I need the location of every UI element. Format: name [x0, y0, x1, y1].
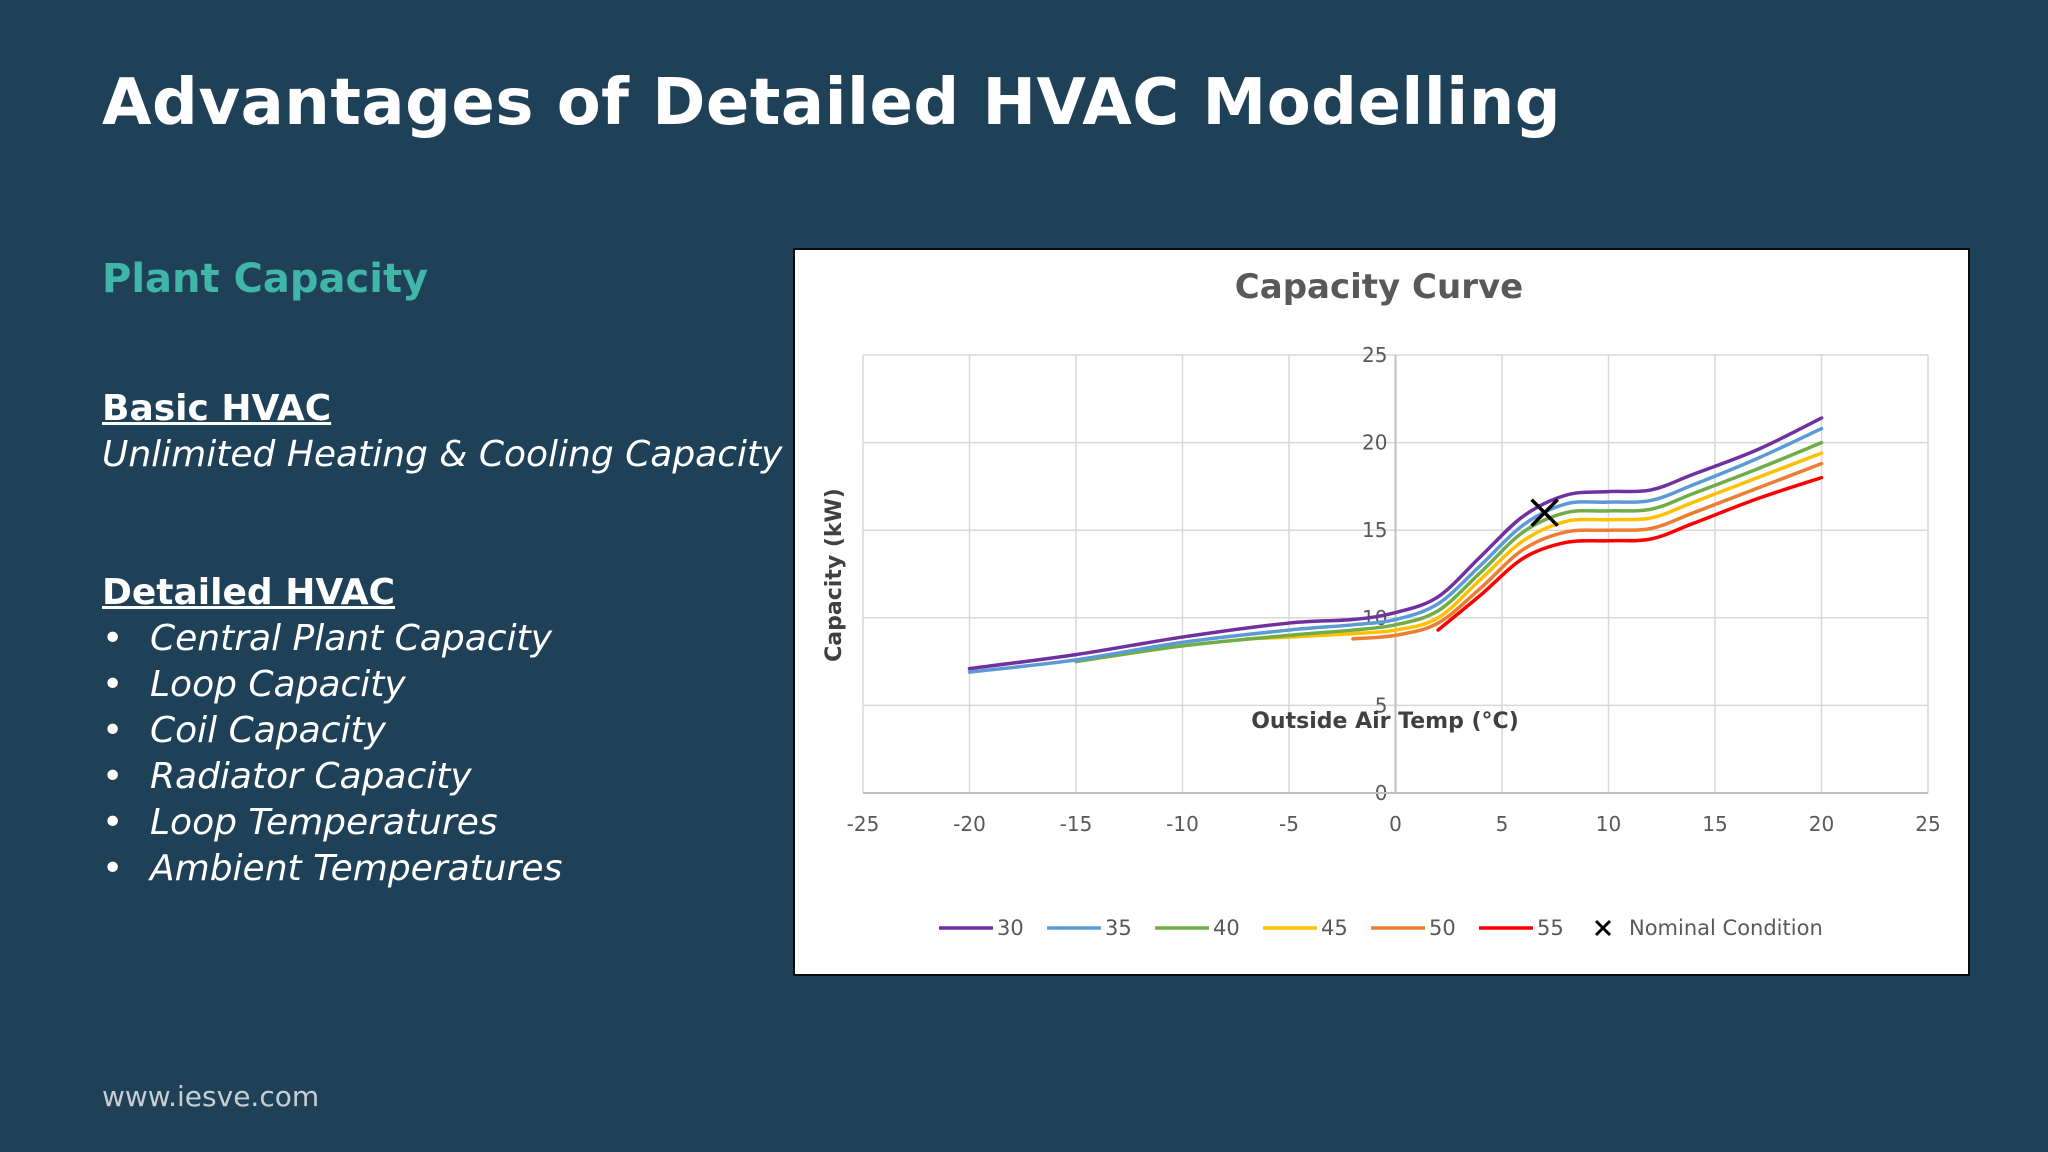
legend-item: 50: [1371, 916, 1456, 940]
legend-label: 45: [1321, 916, 1348, 940]
basic-hvac-description: Unlimited Heating & Cooling Capacity: [102, 432, 782, 478]
x-tick-label: -25: [847, 812, 880, 836]
series-line-40: [1076, 443, 1822, 662]
legend-item: 30: [939, 916, 1024, 940]
x-tick-label: 0: [1389, 812, 1402, 836]
x-tick-label: 5: [1496, 812, 1509, 836]
x-tick-label: -10: [1166, 812, 1199, 836]
x-tick-label: 15: [1702, 812, 1727, 836]
list-item: • Loop Capacity: [102, 662, 562, 708]
legend-item: 45: [1263, 916, 1348, 940]
legend-label: 50: [1429, 916, 1456, 940]
list-item: • Loop Temperatures: [102, 800, 562, 846]
list-item-label: Loop Temperatures: [150, 802, 498, 843]
y-tick-label: 20: [1362, 431, 1387, 455]
x-tick-label: -15: [1060, 812, 1093, 836]
legend-label: 40: [1213, 916, 1240, 940]
series-line-45: [1246, 453, 1821, 639]
x-tick-label: 20: [1809, 812, 1834, 836]
detailed-hvac-list: • Central Plant Capacity • Loop Capacity •…: [102, 616, 562, 892]
legend-label: Nominal Condition: [1629, 916, 1823, 940]
basic-hvac-block: Basic HVAC Unlimited Heating & Cooling C…: [102, 386, 782, 478]
x-tick-label: -5: [1279, 812, 1299, 836]
list-item-label: Central Plant Capacity: [150, 618, 552, 659]
legend-item: 35: [1047, 916, 1132, 940]
bullet-icon: •: [102, 754, 123, 800]
list-item: • Coil Capacity: [102, 708, 562, 754]
list-item: • Central Plant Capacity: [102, 616, 562, 662]
bullet-icon: •: [102, 800, 123, 846]
x-tick-label: 10: [1596, 812, 1621, 836]
list-item-label: Coil Capacity: [150, 710, 386, 751]
x-tick-label: 25: [1915, 812, 1940, 836]
bullet-icon: •: [102, 616, 123, 662]
y-tick-label: 15: [1362, 518, 1387, 542]
detailed-hvac-heading: Detailed HVAC: [102, 570, 562, 616]
slide-title: Advantages of Detailed HVAC Modelling: [102, 66, 1561, 140]
list-item: • Radiator Capacity: [102, 754, 562, 800]
detailed-hvac-block: Detailed HVAC • Central Plant Capacity • L…: [102, 570, 562, 892]
footer-url: www.iesve.com: [102, 1080, 319, 1113]
list-item-label: Ambient Temperatures: [150, 848, 562, 889]
legend-label: 55: [1537, 916, 1564, 940]
x-tick-label: -20: [953, 812, 986, 836]
y-axis-label: Capacity (kW): [822, 488, 847, 662]
legend-item: 40: [1155, 916, 1240, 940]
list-item: • Ambient Temperatures: [102, 846, 562, 892]
legend-label: 35: [1105, 916, 1132, 940]
chart-legend: 30 35 40 45 50 55 Nominal Condition: [939, 916, 1823, 940]
list-item-label: Loop Capacity: [150, 664, 406, 705]
section-heading: Plant Capacity: [102, 256, 428, 302]
capacity-chart-svg: Capacity Curve -25 -20 -15 -10 -5 0 5 10 15 20 250…: [795, 250, 1968, 974]
list-item-label: Radiator Capacity: [150, 756, 472, 797]
chart-title: Capacity Curve: [1235, 267, 1523, 307]
capacity-chart: Capacity Curve -25 -20 -15 -10 -5 0 5 10 15 20 25 0…: [793, 248, 1970, 976]
legend-item: Nominal Condition: [1596, 916, 1823, 940]
bullet-icon: •: [102, 662, 123, 708]
y-tick-label: 25: [1362, 343, 1387, 367]
legend-item: 55: [1479, 916, 1564, 940]
bullet-icon: •: [102, 708, 123, 754]
legend-label: 30: [997, 916, 1024, 940]
bullet-icon: •: [102, 846, 123, 892]
basic-hvac-heading: Basic HVAC: [102, 386, 782, 432]
x-axis-label: Outside Air Temp (°C): [1251, 709, 1519, 734]
